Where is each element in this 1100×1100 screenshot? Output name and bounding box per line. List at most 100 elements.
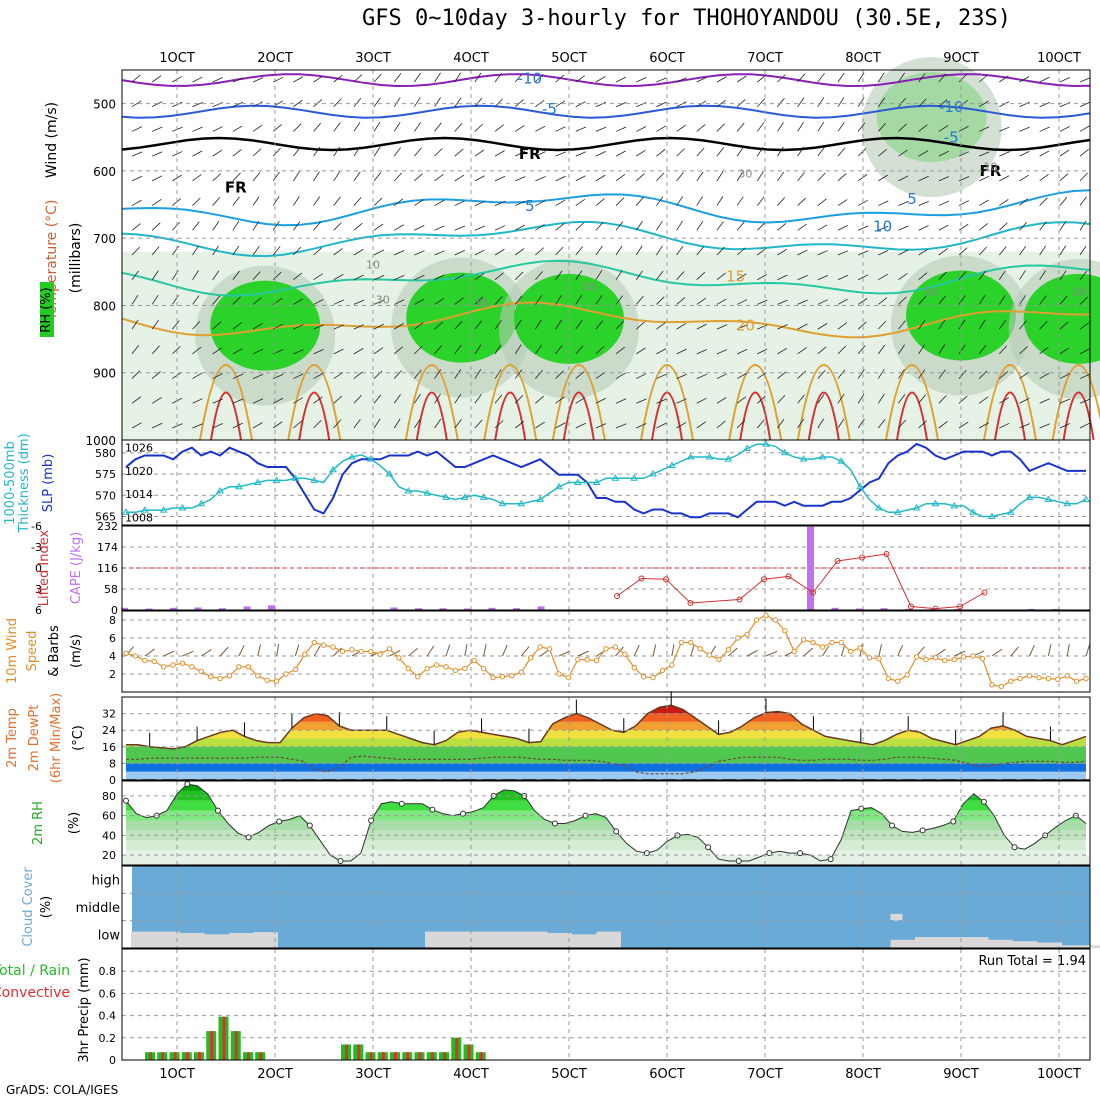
wind-barb	[1079, 422, 1091, 429]
wind-barb	[1039, 372, 1050, 379]
wind-barb	[1039, 150, 1050, 157]
wind-barb	[454, 122, 463, 132]
wind10-marker	[669, 662, 675, 668]
wind-barb	[595, 270, 603, 280]
wind10-marker	[368, 648, 374, 655]
precip-convective-bar	[455, 1037, 459, 1060]
li-tick-label: -3	[31, 541, 42, 554]
wind-barb	[777, 197, 786, 206]
wind10-barb	[144, 648, 155, 657]
wind-barb	[878, 320, 887, 330]
wind-barb	[716, 272, 726, 281]
wind-barb	[1059, 423, 1071, 429]
wind-barb	[696, 76, 707, 83]
wind10-marker	[424, 665, 430, 672]
rh-marker	[797, 850, 804, 857]
thickness-marker	[366, 455, 375, 462]
wind-barb	[938, 176, 950, 182]
wind-barb	[414, 250, 425, 256]
wind10-marker	[330, 644, 336, 650]
day-tick-label-top: 9OCT	[943, 51, 979, 66]
wind-barb	[636, 77, 647, 83]
cloud-low-block	[180, 932, 205, 948]
wind-barb	[837, 225, 848, 231]
wind-barb	[192, 150, 203, 157]
precip-convective-bar	[467, 1044, 471, 1060]
wind-barb	[1059, 347, 1070, 355]
wind10-marker	[876, 656, 882, 662]
wind-barb	[353, 348, 364, 355]
wind-barb	[595, 101, 607, 108]
wind-barb	[232, 296, 241, 305]
wind-barb	[676, 348, 687, 355]
wind-barb	[978, 74, 988, 83]
label-temp2m: (6hr Min/Max)	[49, 693, 64, 783]
wind10-marker	[1017, 675, 1023, 682]
wind-barb	[696, 323, 707, 330]
precip-convective-bar	[406, 1052, 410, 1060]
wind-barb	[393, 418, 401, 429]
wind-barb	[857, 369, 865, 379]
wind-barb	[373, 223, 384, 231]
cloud-low-block	[915, 937, 940, 948]
wind-barb	[615, 174, 626, 182]
wind10-barb	[520, 646, 530, 657]
temp-tick-label: 32	[102, 708, 116, 721]
wind-barb	[999, 198, 1009, 206]
wind-barb	[394, 323, 404, 330]
wind10-barb	[483, 644, 487, 657]
wind-barb	[999, 422, 1010, 429]
wind-barb	[878, 250, 889, 256]
wind10-marker	[819, 644, 826, 650]
wind-barb	[293, 123, 302, 132]
wind-barb	[575, 126, 586, 132]
day-tick-label-bottom: 4OCT	[453, 1067, 489, 1082]
wind10-marker	[848, 648, 854, 655]
wind-barb	[777, 171, 785, 182]
li-tick-label: 3	[35, 583, 42, 596]
wind-barb	[837, 418, 845, 429]
wind-barb	[555, 370, 564, 379]
wind-barb	[555, 199, 566, 206]
wind-barb	[958, 369, 967, 379]
cloud-low-block	[131, 931, 156, 948]
temp-contour-warm	[404, 364, 459, 441]
wind-barb	[756, 171, 764, 182]
wind-barb	[898, 123, 907, 132]
wind-barb	[877, 393, 885, 404]
wind-barb	[938, 73, 947, 83]
precip-convective-bar	[198, 1052, 201, 1060]
precip-tick-label: 0.2	[99, 1032, 117, 1045]
rh-marker	[276, 818, 283, 825]
wind-barb	[1039, 197, 1048, 206]
contour-label: -10	[518, 70, 543, 88]
wind-barb	[272, 421, 283, 429]
thickness-marker	[667, 461, 676, 468]
rh-band	[126, 840, 1086, 851]
temp-band	[126, 713, 1086, 722]
wind-barb	[515, 150, 526, 157]
wind10-barb	[935, 648, 946, 657]
cape-bar	[145, 608, 153, 610]
wind-barb	[797, 347, 807, 355]
wind-barb	[716, 76, 727, 83]
wind-barb	[131, 370, 141, 379]
wind10-marker	[998, 683, 1004, 690]
precip-convective-bar	[161, 1052, 165, 1060]
wind-barb	[273, 397, 284, 404]
wind-barb	[938, 420, 948, 429]
wind-barb	[757, 372, 767, 379]
wind-barb	[1039, 102, 1050, 108]
precip-convective-bar	[430, 1052, 434, 1060]
wind-barb	[192, 197, 201, 206]
wind10-marker	[480, 665, 487, 672]
wind10-barb	[897, 644, 904, 657]
wind-barb	[333, 299, 344, 305]
wind-barb	[575, 270, 583, 280]
temp-band	[126, 705, 1086, 714]
wind-barb	[192, 270, 199, 280]
wind-barb	[817, 346, 827, 355]
wind-barb	[756, 419, 765, 429]
cloud-low-block	[1013, 941, 1038, 948]
wind10-marker	[245, 664, 252, 670]
